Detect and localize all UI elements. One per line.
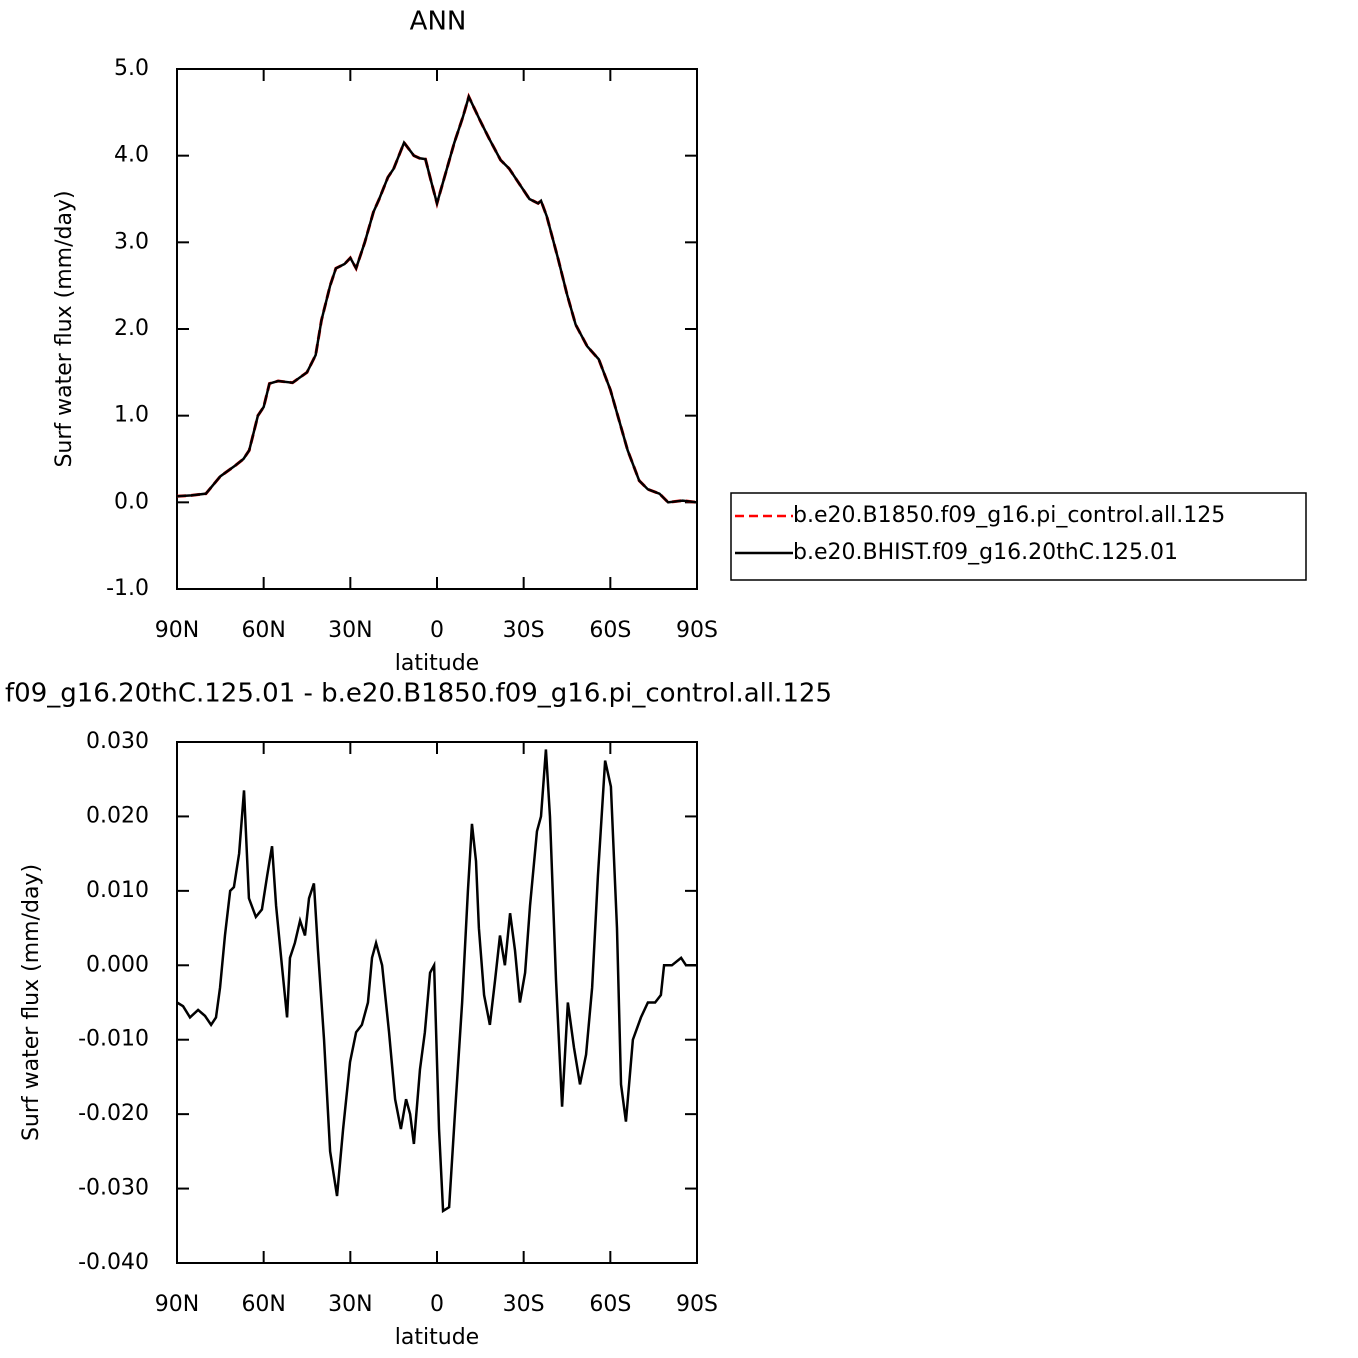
x-tick-label: 60S <box>589 1292 631 1317</box>
y-tick-label: 5.0 <box>114 56 149 81</box>
y-tick-label: 3.0 <box>114 229 149 254</box>
y-tick-label: 1.0 <box>114 403 149 428</box>
x-tick-label: 60N <box>241 618 285 643</box>
y-tick-label: 0.020 <box>86 803 149 828</box>
y-axis-label: Surf water flux (mm/day) <box>52 190 77 467</box>
x-tick-label: 30N <box>328 1292 372 1317</box>
y-tick-label: 2.0 <box>114 316 149 341</box>
x-tick-label: 0 <box>430 1292 444 1317</box>
x-tick-label: 90S <box>676 1292 718 1317</box>
legend-box <box>730 492 1307 581</box>
chart-title: ANN <box>410 7 467 37</box>
x-tick-label: 60S <box>589 618 631 643</box>
x-tick-label: 90N <box>155 618 199 643</box>
y-tick-label: -0.040 <box>78 1250 149 1275</box>
y-tick-label: -0.010 <box>78 1027 149 1052</box>
y-tick-label: 4.0 <box>114 143 149 168</box>
y-tick-label: 0.030 <box>86 729 149 754</box>
data-line <box>176 92 698 504</box>
plot-frame <box>176 68 698 590</box>
x-tick-label: 60N <box>241 1292 285 1317</box>
y-tick-label: 0.010 <box>86 878 149 903</box>
x-tick-label: 30N <box>328 618 372 643</box>
y-tick-label: 0.0 <box>114 489 149 514</box>
legend-label: b.e20.BHIST.f09_g16.20thC.125.01 <box>793 540 1178 565</box>
x-tick-label: 90N <box>155 1292 199 1317</box>
y-axis-label: Surf water flux (mm/day) <box>19 864 44 1141</box>
x-tick-label: 90S <box>676 618 718 643</box>
x-axis-label: latitude <box>395 651 479 676</box>
x-axis-label: latitude <box>395 1325 479 1350</box>
y-tick-label: 0.000 <box>86 952 149 977</box>
chart-title: f09_g16.20thC.125.01 - b.e20.B1850.f09_g… <box>5 679 832 709</box>
data-line <box>176 749 697 1214</box>
x-tick-label: 0 <box>430 618 444 643</box>
x-tick-label: 30S <box>503 618 545 643</box>
legend-label: b.e20.B1850.f09_g16.pi_control.all.125 <box>793 503 1225 528</box>
y-tick-label: -1.0 <box>106 576 149 601</box>
data-line <box>176 93 698 504</box>
y-tick-label: -0.030 <box>78 1176 149 1201</box>
x-tick-label: 30S <box>503 1292 545 1317</box>
y-tick-label: -0.020 <box>78 1101 149 1126</box>
